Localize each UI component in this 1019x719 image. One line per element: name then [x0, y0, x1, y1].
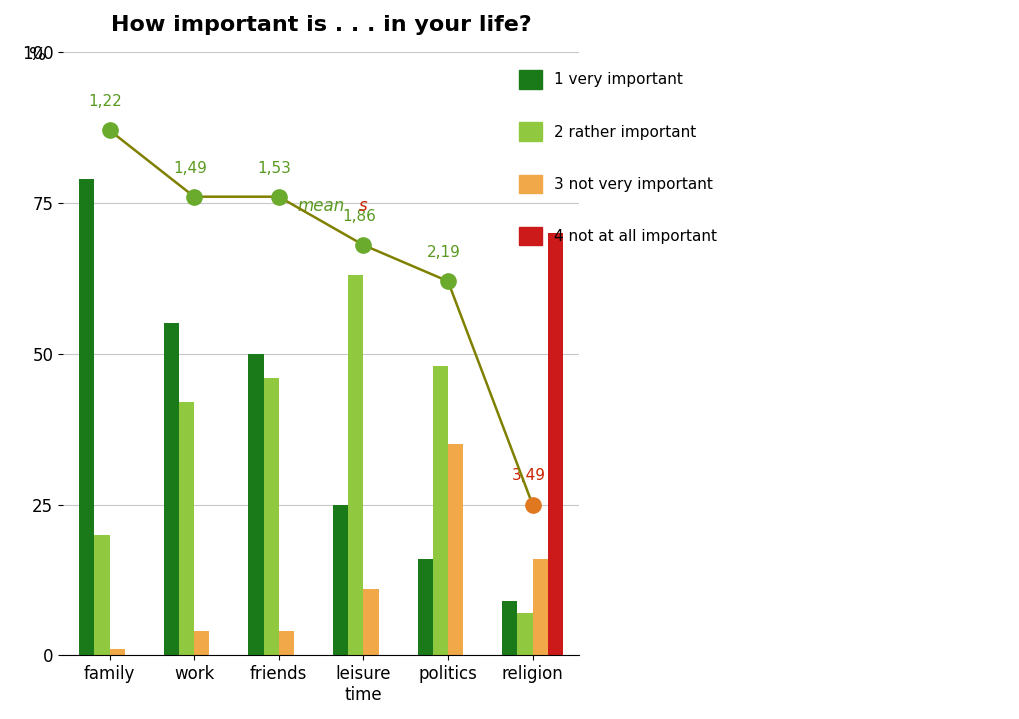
Bar	[179, 402, 195, 656]
Y-axis label: %: %	[29, 46, 46, 64]
Bar	[502, 601, 518, 656]
Bar	[95, 535, 110, 656]
Bar	[533, 559, 548, 656]
Bar	[79, 178, 95, 656]
Bar	[364, 589, 379, 656]
Title: How important is . . . in your life?: How important is . . . in your life?	[111, 15, 532, 35]
Text: 3,49: 3,49	[512, 469, 545, 483]
Text: 1,22: 1,22	[89, 94, 122, 109]
Text: 2,19: 2,19	[427, 245, 461, 260]
Bar	[195, 631, 209, 656]
Bar	[348, 275, 364, 656]
Bar	[333, 505, 348, 656]
Bar	[548, 233, 564, 656]
Text: mean: mean	[298, 197, 344, 215]
Bar	[279, 631, 294, 656]
Text: 1,53: 1,53	[258, 160, 291, 175]
Bar	[518, 613, 533, 656]
Bar	[264, 377, 279, 656]
Text: 1,86: 1,86	[342, 209, 376, 224]
Text: 1,49: 1,49	[173, 160, 207, 175]
Legend: 1 very important, 2 rather important, 3 not very important, 4 not at all importa: 1 very important, 2 rather important, 3 …	[514, 64, 723, 252]
Text: s: s	[359, 197, 368, 215]
Bar	[448, 444, 464, 656]
Bar	[249, 354, 264, 656]
Bar	[418, 559, 433, 656]
Bar	[164, 324, 179, 656]
Bar	[110, 649, 124, 656]
Bar	[433, 366, 448, 656]
